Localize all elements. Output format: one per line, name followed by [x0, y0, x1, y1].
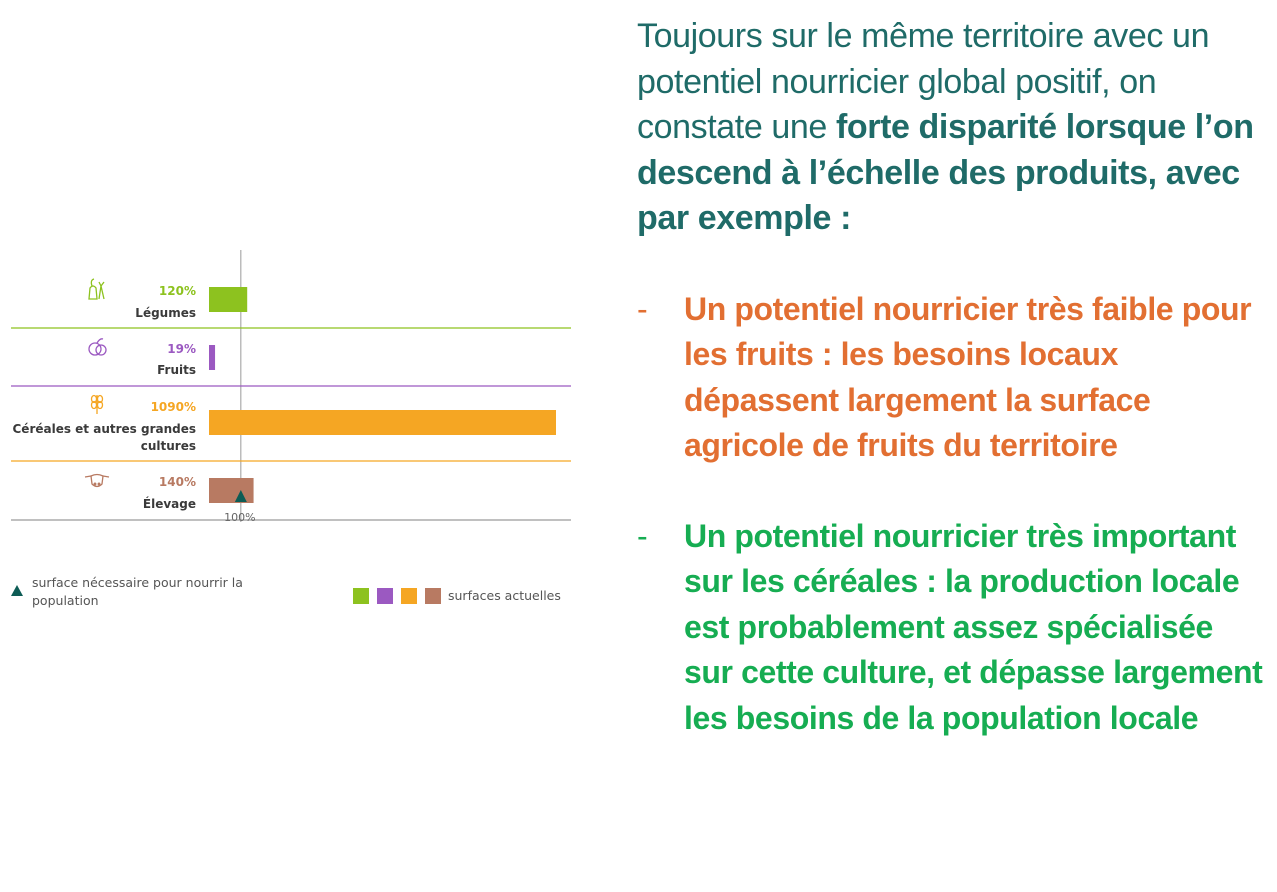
legend-square [401, 588, 417, 604]
category-label: cultures [141, 439, 196, 453]
value-label: 120% [159, 284, 196, 298]
category-label: Céréales et autres grandes [13, 422, 197, 436]
reference-marker [234, 490, 247, 502]
food-potential-chart: 120% Légumes 19% Fruits 1090% Céréales et a… [11, 250, 571, 608]
bar-1 [209, 287, 248, 312]
bullet-cereals-text: Un potentiel nourricier très important s… [684, 517, 1263, 736]
reference-label: 100% [224, 511, 255, 524]
cow-icon [84, 473, 110, 488]
value-label: 1090% [151, 400, 196, 414]
bullet-fruits: - Un potentiel nourricier très faible po… [637, 287, 1267, 469]
category-label: Fruits [157, 363, 196, 377]
intro-paragraph: Toujours sur le même territoire avec un … [637, 14, 1267, 242]
vegetables-icon [88, 278, 105, 300]
value-label: 19% [167, 342, 196, 356]
legend-triangle [11, 585, 23, 596]
explanation-panel: Toujours sur le même territoire avec un … [637, 14, 1267, 741]
legend-triangle-text: population [32, 593, 99, 608]
category-label: Légumes [135, 306, 196, 320]
bullet-dash: - [637, 517, 648, 554]
legend-square [353, 588, 369, 604]
intro-text: Toujours sur le même territoire avec un … [637, 17, 1210, 146]
intro-bold-text: forte disparité lorsque l’on descend à l… [637, 108, 1254, 237]
legend-square [425, 588, 441, 604]
bullet-dash: - [637, 290, 648, 327]
legend-squares-text: surfaces actuelles [448, 588, 561, 603]
fruit-icon [88, 338, 107, 356]
bar-2 [209, 345, 216, 370]
value-label: 140% [159, 475, 196, 489]
bullet-cereals: - Un potentiel nourricier très important… [637, 514, 1267, 742]
wheat-icon [90, 394, 104, 414]
category-label: Élevage [143, 496, 196, 511]
legend-square [377, 588, 393, 604]
bar-3 [209, 410, 556, 435]
legend-triangle-text: surface nécessaire pour nourrir la [32, 575, 243, 590]
bar-4 [209, 478, 254, 503]
bullet-fruits-text: Un potentiel nourricier très faible pour… [684, 290, 1252, 464]
